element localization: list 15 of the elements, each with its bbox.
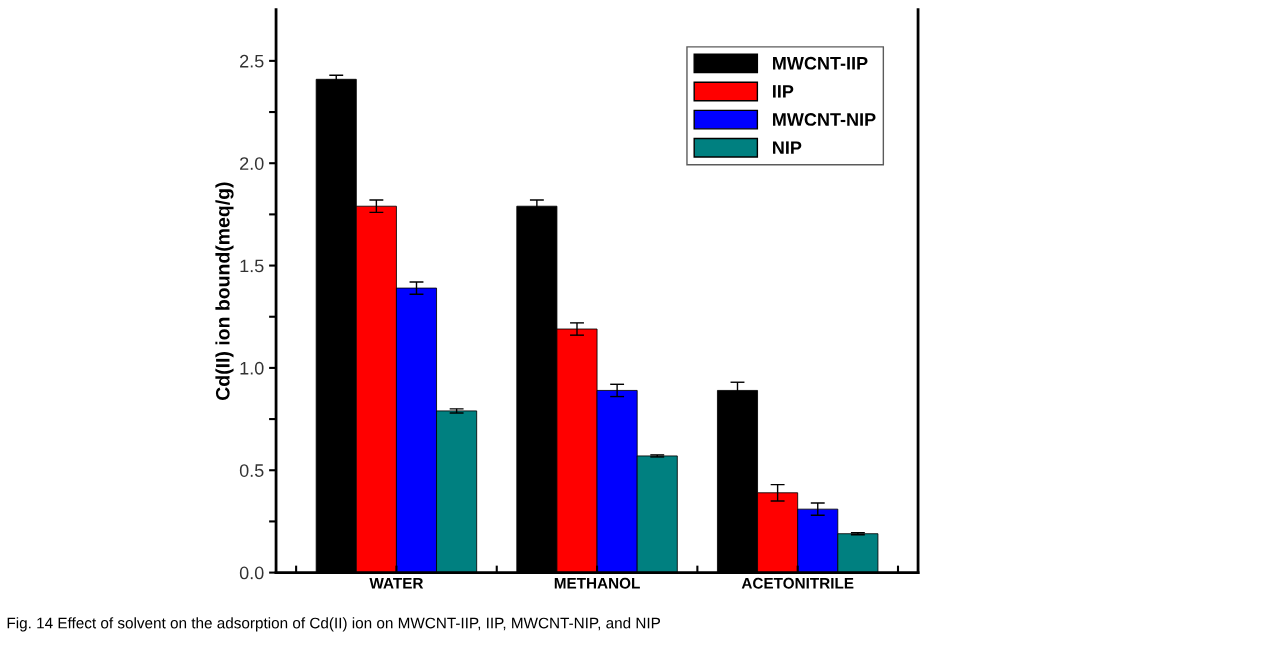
x-tick-label: WATER (369, 578, 424, 589)
y-tick-label: 0.5 (239, 464, 264, 477)
legend-label: MWCNT-IIP (773, 56, 868, 70)
y-tick-label: 1.0 (240, 361, 264, 375)
y-tick-label: 1.5 (240, 259, 264, 273)
y-axis-title: Cd(II) ion bound(meq/g) (215, 182, 234, 400)
y-tick-label: 2.5 (240, 54, 264, 68)
legend-label: MWCNT-NIP (773, 113, 876, 126)
legend-label: NIP (773, 141, 802, 154)
caption: Fig. 14 Effect of solvent on the adsorption of Cd(II) ion on MWCNT-IIP, IIP, MWCNT-NIP, and NIP (7, 617, 661, 632)
x-tick-label: METHANOL (554, 577, 640, 589)
y-tick-label: 0.0 (239, 566, 264, 580)
y-tick-label: 2.0 (240, 157, 264, 170)
x-tick-label: ACETONITRILE (741, 577, 854, 589)
legend-label: IIP (773, 85, 794, 98)
